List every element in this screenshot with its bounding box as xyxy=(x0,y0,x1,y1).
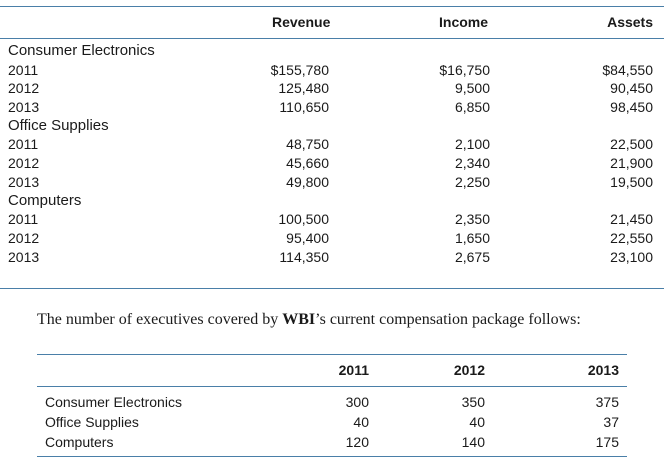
income-header: Income xyxy=(439,14,489,30)
assets-cell: 21,900 xyxy=(610,155,653,172)
exec-row-label: Computers xyxy=(45,434,114,450)
income-cell: 1,650 xyxy=(454,229,490,246)
assets-cell: 90,450 xyxy=(610,80,653,97)
exec-row: Computers 120 140 175 xyxy=(37,432,627,452)
revenue-cell: 48,750 xyxy=(286,136,329,153)
revenue-cell: 125,480 xyxy=(278,80,329,97)
exec-value-2013: 375 xyxy=(595,394,619,410)
table-row: 2013 49,800 2,250 19,500 xyxy=(0,173,664,192)
segment-title-row: Computers xyxy=(0,192,664,211)
table-row: 2012 95,400 1,650 22,550 xyxy=(0,229,664,248)
year-cell: 2013 xyxy=(8,173,40,190)
year-cell: 2011 xyxy=(8,211,39,228)
table-top-rule xyxy=(0,6,664,7)
income-cell: 2,350 xyxy=(454,211,490,228)
company-name: WBI xyxy=(282,311,316,328)
year-cell: 2011 xyxy=(8,61,39,78)
table-row: 2013 110,650 6,850 98,450 xyxy=(0,98,664,117)
exec-header-2013: 2013 xyxy=(587,362,619,378)
table-row: 2012 125,480 9,500 90,450 xyxy=(0,79,664,98)
segment-name: Computers xyxy=(8,191,82,209)
income-cell: 2,675 xyxy=(454,248,490,265)
assets-cell: 22,500 xyxy=(610,136,653,153)
header-rule xyxy=(0,38,664,39)
exec-row-label: Consumer Electronics xyxy=(45,394,182,410)
revenue-cell: $155,780 xyxy=(270,61,329,78)
assets-cell: 23,100 xyxy=(610,248,653,265)
income-cell: $16,750 xyxy=(439,61,490,78)
exec-value-2011: 40 xyxy=(353,414,369,430)
intro-text-after: ’s current compensation package follows: xyxy=(315,311,581,328)
revenue-cell: 49,800 xyxy=(286,173,329,190)
revenue-cell: 114,350 xyxy=(279,248,329,265)
exec-header-rule xyxy=(37,386,627,387)
segment-name: Consumer Electronics xyxy=(8,42,155,59)
exec-row: Consumer Electronics 300 350 375 xyxy=(37,392,627,412)
income-cell: 2,250 xyxy=(454,173,490,190)
year-cell: 2012 xyxy=(8,80,40,97)
segment-title-row: Consumer Electronics xyxy=(0,42,664,61)
segment-name: Office Supplies xyxy=(8,116,109,134)
exec-table-top-rule xyxy=(37,354,627,355)
exec-row: Office Supplies 40 40 37 xyxy=(37,412,627,432)
revenue-header: Revenue xyxy=(272,14,331,30)
revenue-cell: 95,400 xyxy=(286,229,329,246)
financial-table-body: Consumer Electronics 2011 $155,780 $16,750 $… xyxy=(0,42,664,266)
exec-value-2013: 37 xyxy=(603,414,619,430)
year-cell: 2013 xyxy=(8,248,40,265)
exec-value-2012: 140 xyxy=(461,434,485,450)
income-cell: 2,100 xyxy=(454,136,490,153)
exec-value-2011: 300 xyxy=(345,394,369,410)
executives-table: 2011 2012 2013 Consumer Electronics 300 … xyxy=(37,354,627,458)
year-cell: 2011 xyxy=(8,136,39,153)
table-row: 2011 48,750 2,100 22,500 xyxy=(0,135,664,154)
assets-cell: 22,550 xyxy=(610,229,653,246)
executives-intro-text: The number of executives covered by WBI’… xyxy=(37,311,581,329)
assets-header: Assets xyxy=(607,14,653,30)
exec-value-2012: 40 xyxy=(469,414,485,430)
table-row: 2011 $155,780 $16,750 $84,550 xyxy=(0,61,664,80)
table-row: 2012 45,660 2,340 21,900 xyxy=(0,154,664,173)
table-row: 2011 100,500 2,350 21,450 xyxy=(0,210,664,229)
revenue-cell: 100,500 xyxy=(278,211,329,228)
assets-cell: 19,500 xyxy=(610,173,653,190)
year-cell: 2012 xyxy=(8,155,40,172)
segment-title-row: Office Supplies xyxy=(0,117,664,136)
income-cell: 6,850 xyxy=(454,99,490,116)
assets-cell: $84,550 xyxy=(602,61,653,78)
year-cell: 2013 xyxy=(8,99,40,116)
revenue-cell: 45,660 xyxy=(286,155,329,172)
year-cell: 2012 xyxy=(8,229,40,246)
exec-header-2011: 2011 xyxy=(338,362,369,378)
table-bottom-rule xyxy=(0,288,664,289)
exec-value-2011: 120 xyxy=(345,434,369,450)
income-cell: 9,500 xyxy=(454,80,490,97)
exec-value-2013: 175 xyxy=(595,434,619,450)
exec-header-2012: 2012 xyxy=(453,362,485,378)
exec-table-bottom-rule xyxy=(37,456,627,457)
revenue-cell: 110,650 xyxy=(279,99,329,116)
income-cell: 2,340 xyxy=(454,155,490,172)
exec-row-label: Office Supplies xyxy=(45,414,139,430)
intro-text-before: The number of executives covered by xyxy=(37,311,283,328)
assets-cell: 98,450 xyxy=(610,99,653,116)
exec-value-2012: 350 xyxy=(461,394,485,410)
table-row: 2013 114,350 2,675 23,100 xyxy=(0,248,664,267)
assets-cell: 21,450 xyxy=(610,211,653,228)
